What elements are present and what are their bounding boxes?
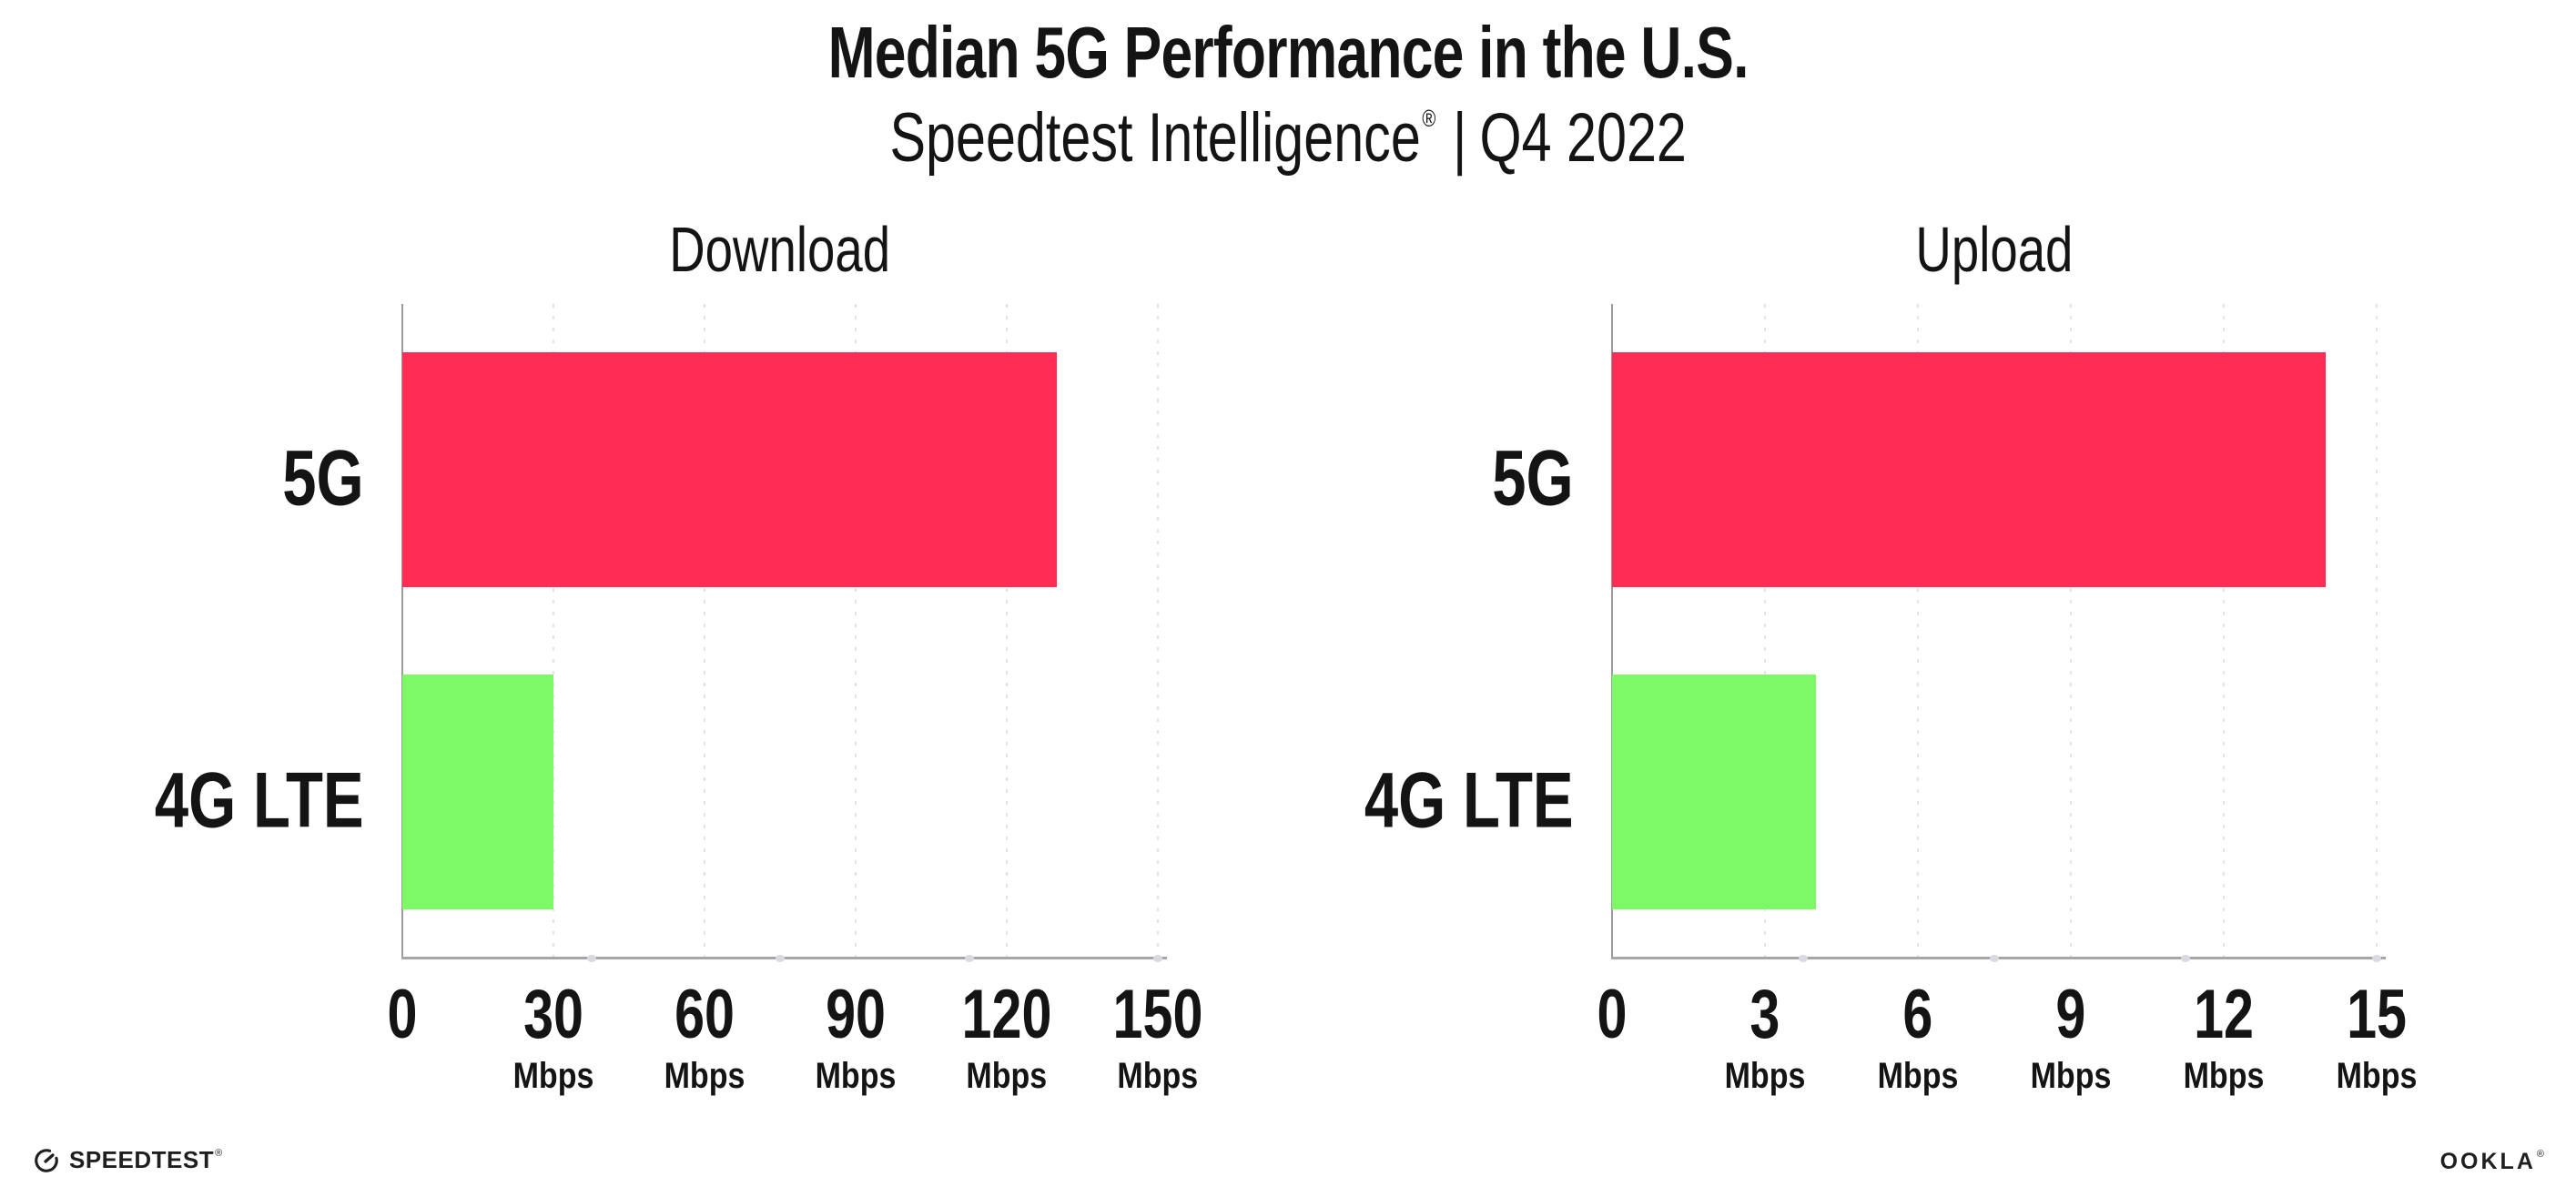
x-tick-3: 3 Mbps	[1718, 976, 1812, 1096]
header: Median 5G Performance in the U.S.	[0, 11, 2576, 95]
speedtest-wordmark: SPEEDTEST®	[69, 1146, 223, 1173]
axis-tick-dot	[1799, 955, 1808, 962]
x-tick-15: 15 Mbps	[2329, 976, 2424, 1096]
axis-tick-dot	[776, 955, 785, 962]
registered-mark-icon: ®	[1422, 105, 1436, 132]
page-title: Median 5G Performance in the U.S.	[827, 12, 1749, 93]
upload-chart-title-row: Upload	[1612, 213, 2377, 286]
gridline-3	[1764, 304, 1766, 959]
bar-4g-lte-upload	[1612, 675, 1816, 909]
x-tick-unit: Mbps	[1724, 1056, 1806, 1096]
bar-5g-download	[402, 352, 1058, 587]
gridline-15	[2376, 304, 2378, 959]
x-tick-90: 90 Mbps	[808, 976, 903, 1096]
x-tick-value: 150	[1112, 976, 1203, 1053]
x-tick-6: 6 Mbps	[1871, 976, 1965, 1096]
x-tick-value: 60	[674, 976, 735, 1053]
x-tick-30: 30 Mbps	[506, 976, 601, 1096]
chart-title-download: Download	[669, 214, 891, 285]
x-tick-unit: Mbps	[1877, 1056, 1959, 1096]
download-y-axis-line	[401, 304, 403, 959]
category-label-5g: 5G	[1492, 434, 1574, 522]
x-tick-unit: Mbps	[512, 1056, 594, 1096]
gridline-90	[855, 304, 857, 959]
subtitle-brand: Speedtest Intelligence	[889, 99, 1421, 177]
x-tick-0: 0	[383, 980, 421, 1050]
x-tick-120: 120 Mbps	[949, 976, 1065, 1096]
x-tick-value: 6	[1902, 976, 1933, 1053]
gridline-60	[704, 304, 705, 959]
x-tick-60: 60 Mbps	[657, 976, 752, 1096]
gridline-120	[1006, 304, 1008, 959]
x-tick-value: 0	[387, 976, 418, 1053]
x-tick-150: 150 Mbps	[1100, 976, 1216, 1096]
x-tick-unit: Mbps	[2183, 1056, 2265, 1096]
axis-tick-dot	[2372, 955, 2381, 962]
upload-y-axis-line	[1611, 304, 1613, 959]
page-subtitle: Speedtest Intelligence® | Q4 2022	[889, 98, 1686, 178]
upload-plot-area: 5G 4G LTE 0 3 Mbps 6 Mbps 9 Mbps 12 Mbps 15 Mbps	[1364, 304, 2417, 1094]
category-label-5g: 5G	[282, 434, 364, 522]
category-label-4g-lte: 4G LTE	[1364, 756, 1574, 845]
axis-tick-dot	[1990, 955, 1999, 962]
axis-tick-dot	[1153, 955, 1162, 962]
chart-title-upload: Upload	[1915, 214, 2074, 285]
speedtest-gauge-icon	[35, 1148, 58, 1172]
ookla-logo: OOKLA®	[2440, 1149, 2547, 1175]
speedtest-registered-mark-icon: ®	[215, 1148, 223, 1159]
x-tick-value: 12	[2194, 976, 2254, 1053]
x-tick-unit: Mbps	[966, 1056, 1048, 1096]
x-tick-value: 30	[523, 976, 583, 1053]
gridline-12	[2223, 304, 2225, 959]
bar-5g-upload	[1612, 352, 2326, 587]
speedtest-logo: SPEEDTEST®	[33, 1146, 223, 1174]
ookla-wordmark: OOKLA®	[2439, 1149, 2547, 1174]
ookla-registered-mark-icon: ®	[2536, 1149, 2547, 1160]
gridline-150	[1157, 304, 1159, 959]
bar-4g-lte-download	[402, 675, 553, 909]
x-tick-unit: Mbps	[2030, 1056, 2112, 1096]
x-tick-value: 3	[1749, 976, 1780, 1053]
x-tick-9: 9 Mbps	[2023, 976, 2118, 1096]
download-chart-title-row: Download	[402, 213, 1158, 286]
gridline-6	[1917, 304, 1919, 959]
x-tick-unit: Mbps	[815, 1056, 897, 1096]
axis-tick-dot	[586, 955, 596, 962]
x-tick-value: 90	[826, 976, 886, 1053]
subtitle-period: Q4 2022	[1479, 99, 1687, 177]
x-tick-value: 0	[1597, 976, 1628, 1053]
x-tick-0: 0	[1593, 980, 1631, 1050]
x-tick-unit: Mbps	[1117, 1056, 1199, 1096]
axis-tick-dot	[2181, 955, 2190, 962]
subheader: Speedtest Intelligence® | Q4 2022	[0, 98, 2576, 178]
x-tick-value: 120	[961, 976, 1052, 1053]
category-label-4g-lte: 4G LTE	[155, 756, 364, 845]
subtitle-separator: |	[1452, 99, 1467, 177]
x-tick-unit: Mbps	[664, 1056, 745, 1096]
gridline-30	[553, 304, 554, 959]
download-plot-area: 5G 4G LTE 0 30 Mbps 60 Mbps 90 Mbps 120 Mbps 150 Mb…	[155, 304, 1202, 1094]
x-tick-value: 9	[2055, 976, 2086, 1053]
x-tick-12: 12 Mbps	[2176, 976, 2271, 1096]
gridline-9	[2070, 304, 2072, 959]
x-tick-value: 15	[2347, 976, 2407, 1053]
axis-tick-dot	[964, 955, 974, 962]
x-tick-unit: Mbps	[2336, 1056, 2418, 1096]
